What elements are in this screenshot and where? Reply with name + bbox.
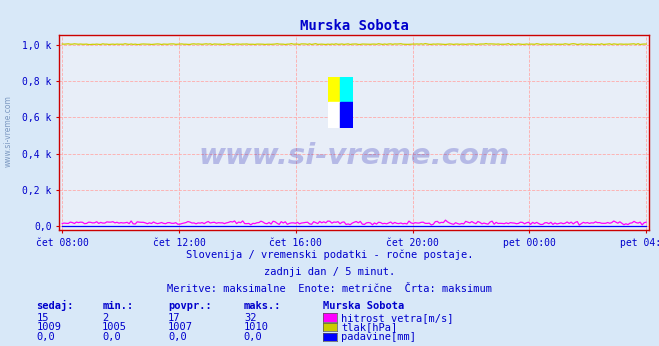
Text: 2: 2 <box>102 313 108 323</box>
Text: 0,0: 0,0 <box>102 332 121 342</box>
Text: hitrost vetra[m/s]: hitrost vetra[m/s] <box>341 313 454 323</box>
Bar <box>340 76 353 102</box>
Text: sedaj:: sedaj: <box>36 300 74 311</box>
Text: 1010: 1010 <box>244 322 269 332</box>
Text: 0,0: 0,0 <box>36 332 55 342</box>
Text: Murska Sobota: Murska Sobota <box>323 301 404 311</box>
Title: Murska Sobota: Murska Sobota <box>300 19 409 34</box>
Bar <box>328 102 340 128</box>
Text: 1009: 1009 <box>36 322 61 332</box>
Polygon shape <box>340 76 353 102</box>
Text: 15: 15 <box>36 313 49 323</box>
Text: 0,0: 0,0 <box>168 332 186 342</box>
Polygon shape <box>340 76 353 102</box>
Text: 0,0: 0,0 <box>244 332 262 342</box>
Polygon shape <box>328 76 340 102</box>
Text: povpr.:: povpr.: <box>168 301 212 311</box>
Text: Meritve: maksimalne  Enote: metrične  Črta: maksimum: Meritve: maksimalne Enote: metrične Črta… <box>167 284 492 294</box>
Text: 32: 32 <box>244 313 256 323</box>
Text: 17: 17 <box>168 313 181 323</box>
Text: zadnji dan / 5 minut.: zadnji dan / 5 minut. <box>264 267 395 277</box>
Polygon shape <box>328 76 340 102</box>
Text: min.:: min.: <box>102 301 133 311</box>
Text: www.si-vreme.com: www.si-vreme.com <box>4 95 13 167</box>
Text: tlak[hPa]: tlak[hPa] <box>341 322 397 332</box>
Text: 1007: 1007 <box>168 322 193 332</box>
Bar <box>340 102 353 128</box>
Text: www.si-vreme.com: www.si-vreme.com <box>198 142 510 170</box>
Text: padavine[mm]: padavine[mm] <box>341 332 416 342</box>
Text: 1005: 1005 <box>102 322 127 332</box>
Bar <box>328 76 340 102</box>
Text: maks.:: maks.: <box>244 301 281 311</box>
Text: Slovenija / vremenski podatki - ročne postaje.: Slovenija / vremenski podatki - ročne po… <box>186 249 473 260</box>
